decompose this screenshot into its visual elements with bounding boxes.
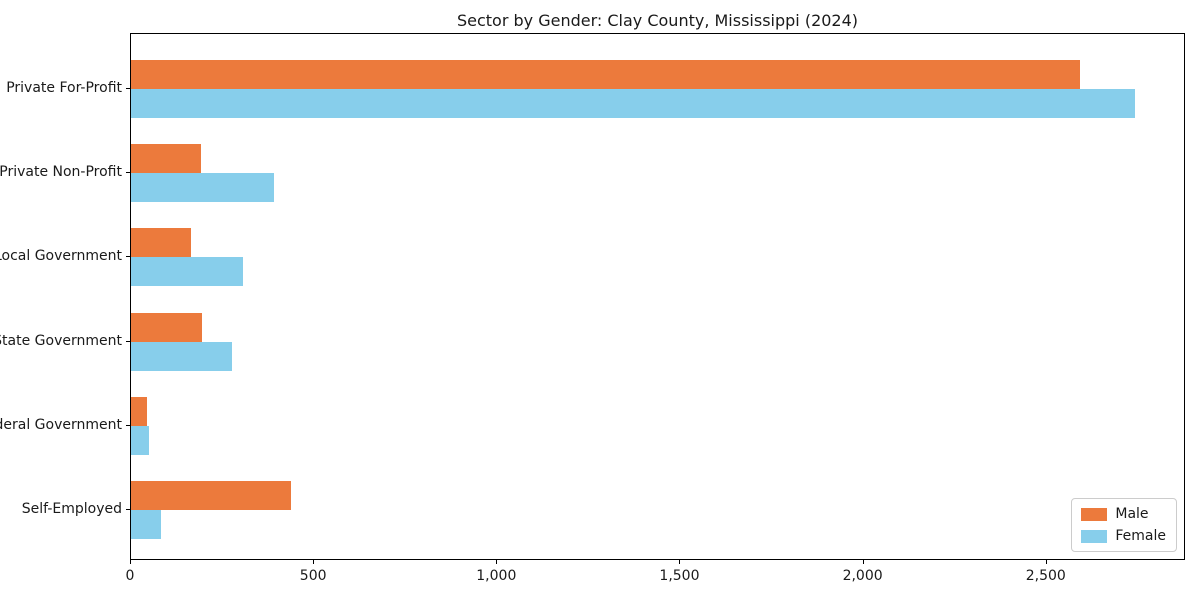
bar-male-local-government [131, 228, 192, 258]
bar-male-federal-government [131, 396, 147, 426]
y-axis-tick [126, 172, 130, 174]
y-axis-tick [126, 508, 130, 510]
bar-male-private-non-profit [131, 144, 201, 174]
y-axis-label-state-government: State Government [0, 332, 122, 349]
x-axis-tick [862, 560, 864, 564]
x-axis-tick [313, 560, 315, 564]
bar-male-self-employed [131, 480, 292, 510]
bar-female-state-government [131, 341, 233, 371]
female-swatch-icon [1081, 529, 1108, 543]
x-axis-tick-label-2500: 2,500 [1025, 568, 1066, 584]
x-axis-tick-label-2000: 2,000 [842, 568, 883, 584]
y-axis-tick [126, 256, 130, 258]
legend: Male Female [1071, 498, 1177, 552]
legend-label-male: Male [1115, 506, 1149, 522]
plot-area [130, 33, 1185, 560]
y-axis-tick [126, 340, 130, 342]
legend-label-female: Female [1115, 528, 1166, 544]
bar-female-self-employed [131, 509, 162, 539]
y-axis-label-private-for-profit: Private For-Profit [6, 80, 122, 97]
bar-male-private-for-profit [131, 60, 1080, 90]
bar-female-private-for-profit [131, 89, 1136, 119]
y-axis-label-federal-government: Federal Government [0, 416, 122, 433]
x-axis-tick-label-500: 500 [299, 568, 327, 584]
x-axis-tick-label-0: 0 [125, 568, 135, 584]
x-axis-tick [496, 560, 498, 564]
male-swatch-icon [1081, 507, 1108, 521]
x-axis-tick-label-1000: 1,000 [476, 568, 517, 584]
bar-female-local-government [131, 257, 244, 287]
legend-item-male: Male [1081, 506, 1166, 522]
x-axis-tick [1045, 560, 1047, 564]
x-axis-tick [679, 560, 681, 564]
y-axis-tick [126, 424, 130, 426]
bar-male-state-government [131, 312, 202, 342]
legend-item-female: Female [1081, 528, 1166, 544]
bar-female-private-non-profit [131, 173, 274, 203]
y-axis-label-private-non-profit: Private Non-Profit [0, 164, 122, 181]
y-axis-label-local-government: Local Government [0, 248, 122, 265]
bar-female-federal-government [131, 425, 149, 455]
y-axis-label-self-employed: Self-Employed [21, 500, 122, 517]
x-axis-tick [130, 560, 131, 564]
chart-title: Sector by Gender: Clay County, Mississip… [456, 11, 859, 30]
y-axis-tick [126, 88, 130, 90]
x-axis-tick-label-1500: 1,500 [659, 568, 700, 584]
